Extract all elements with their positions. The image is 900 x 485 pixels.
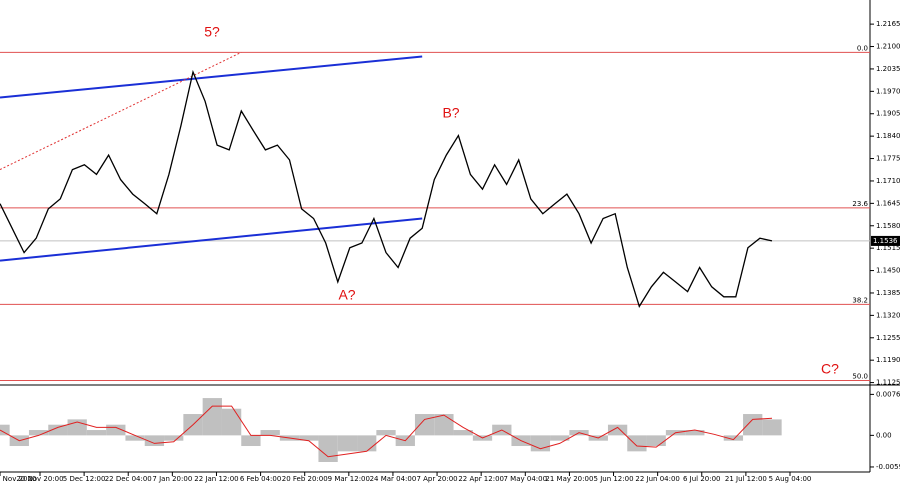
y-tick-label: 1.1645 — [876, 199, 900, 207]
osc-bar — [337, 435, 358, 452]
y-tick-label: 1.1125 — [876, 379, 900, 387]
y-tick-label: 1.2165 — [876, 20, 900, 28]
osc-y-tick-label: 0.00769 — [876, 390, 900, 398]
signal-line — [0, 405, 773, 458]
osc-bar — [685, 430, 705, 436]
current-price-label: 1.1536 — [873, 237, 898, 245]
osc-bar — [743, 414, 763, 436]
y-tick-label: 1.1840 — [876, 132, 900, 140]
fib-label: 50.0 — [852, 373, 868, 381]
y-tick-label: 1.2100 — [876, 43, 900, 51]
osc-bar — [144, 435, 165, 447]
osc-bar — [357, 435, 377, 452]
trendline — [0, 217, 423, 262]
x-tick-label: 5 Jun 12:00 — [594, 475, 634, 483]
x-tick-label: 21 Jul 12:00 — [725, 475, 767, 483]
wave-label: C? — [821, 361, 839, 377]
osc-bar — [723, 435, 744, 441]
x-tick-label: 24 Mar 04:00 — [370, 475, 417, 483]
x-tick-label: 6 Feb 04:00 — [240, 475, 281, 483]
x-tick-label: 22 Apr 12:00 — [458, 475, 504, 483]
y-tick-label: 1.1580 — [876, 222, 900, 230]
osc-bar — [164, 435, 184, 441]
x-tick-label: 7 May 04:00 — [504, 475, 548, 483]
osc-bar — [86, 430, 107, 436]
current-price-box — [871, 235, 900, 246]
y-tick-label: 1.2035 — [876, 65, 900, 73]
x-tick-label: 20 Nov 20:00 — [16, 475, 63, 483]
wave-label: A? — [338, 287, 355, 303]
x-tick-label: 21 May 20:00 — [545, 475, 593, 483]
fib-label: 23.6 — [852, 200, 868, 208]
osc-bar — [434, 414, 454, 436]
osc-bar — [627, 435, 647, 452]
fib-label: 0.0 — [857, 44, 868, 52]
x-tick-label: 6 Jul 20:00 — [683, 475, 721, 483]
x-tick-label: 22 Dec 04:00 — [105, 475, 152, 483]
osc-bar — [376, 430, 396, 436]
x-tick-label: 0 Nov 2020 — [0, 475, 36, 483]
wave-label: 5? — [204, 24, 220, 40]
osc-bar — [550, 435, 570, 441]
y-tick-label: 1.1450 — [876, 267, 900, 275]
x-tick-label: 7 Apr 20:00 — [416, 475, 457, 483]
osc-bar — [414, 414, 435, 436]
x-tick-label: 20 Feb 20:00 — [282, 475, 328, 483]
osc-bar — [607, 424, 628, 436]
y-tick-label: 1.1515 — [876, 244, 900, 252]
x-tick-label: 22 Jan 12:00 — [194, 475, 238, 483]
trendline — [0, 51, 242, 171]
osc-bar — [125, 435, 145, 441]
y-tick-label: 1.1970 — [876, 87, 900, 95]
osc-bar — [762, 419, 782, 436]
osc-bar — [48, 424, 68, 436]
osc-bar — [28, 430, 49, 436]
osc-bar — [0, 424, 10, 436]
y-tick-label: 1.1905 — [876, 110, 900, 118]
y-tick-label: 1.1775 — [876, 155, 900, 163]
osc-bar — [241, 435, 261, 447]
osc-y-tick-label: -0.00593 — [876, 463, 900, 471]
osc-bar — [299, 435, 319, 441]
y-tick-label: 1.1385 — [876, 289, 900, 297]
osc-y-tick-label: 0.00 — [876, 431, 892, 439]
x-tick-label: 5 Dec 12:00 — [63, 475, 106, 483]
y-tick-label: 1.1190 — [876, 356, 900, 364]
x-tick-label: 7 Jan 20:00 — [152, 475, 192, 483]
y-tick-label: 1.1320 — [876, 311, 900, 319]
y-tick-label: 1.1255 — [876, 334, 900, 342]
x-tick-label: 9 Mar 12:00 — [328, 475, 370, 483]
wave-label: B? — [442, 105, 459, 121]
x-tick-label: 5 Aug 04:00 — [769, 475, 812, 483]
fib-label: 38.2 — [852, 296, 868, 304]
osc-bar — [106, 424, 126, 436]
osc-bar — [318, 435, 338, 463]
price-line — [0, 69, 773, 308]
osc-bar — [646, 435, 666, 447]
osc-bar — [221, 408, 242, 436]
x-tick-label: 22 Jun 04:00 — [635, 475, 679, 483]
osc-bar — [453, 430, 473, 436]
osc-bar — [202, 398, 222, 436]
trendline — [0, 55, 423, 99]
y-tick-label: 1.1710 — [876, 177, 900, 185]
osc-bar — [260, 430, 280, 436]
